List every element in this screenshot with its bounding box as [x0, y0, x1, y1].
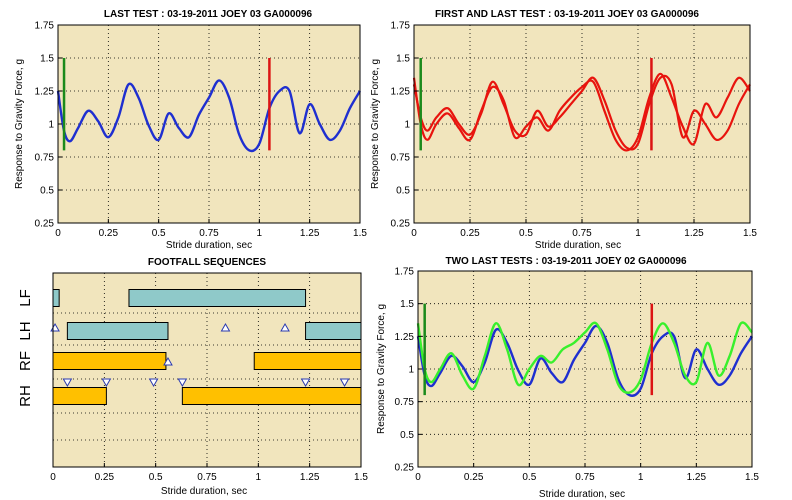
chart-last-test: LAST TEST : 03-19-2011 JOEY 03 GA000096 … — [14, 9, 367, 251]
x-tick-label: 0.75 — [575, 472, 595, 483]
y-tick-label: 1.75 — [391, 21, 411, 32]
chart-title: FOOTFALL SEQUENCES — [148, 257, 266, 268]
x-tick-label: 0.25 — [464, 472, 484, 483]
x-tick-label: 1.5 — [354, 472, 368, 483]
row-label-rf: RF — [17, 351, 34, 371]
x-tick-label: 0.75 — [199, 228, 219, 239]
chart-title: TWO LAST TESTS : 03-19-2011 JOEY 02 GA00… — [445, 256, 686, 267]
y-tick-label: 0.5 — [396, 186, 410, 197]
series-line — [416, 324, 754, 397]
y-tick-label: 1.5 — [40, 54, 54, 65]
x-tick-label: 1.5 — [353, 228, 367, 239]
x-axis-label: Stride duration, sec — [166, 240, 252, 251]
x-axis-label: Stride duration, sec — [161, 486, 247, 497]
down-triangle-marker — [177, 378, 188, 388]
x-tick-label: 0 — [55, 228, 61, 239]
x-tick-label: 0.5 — [522, 472, 536, 483]
series-line — [416, 321, 753, 394]
x-tick-label: 1.25 — [684, 228, 704, 239]
row-label-lh: LH — [17, 321, 34, 340]
series-line — [56, 79, 362, 153]
x-tick-label: 0 — [411, 228, 417, 239]
footfall-bar-lh — [66, 322, 169, 340]
x-tick-label: 0.25 — [99, 228, 119, 239]
y-tick-label: 0.75 — [391, 153, 411, 164]
y-tick-label: 0.25 — [35, 219, 55, 230]
x-tick-label: 0.5 — [519, 228, 533, 239]
chart-footfall-sequences: FOOTFALL SEQUENCES LF LH RF RH 0 0.25 0.5 0.75… — [17, 257, 368, 497]
y-tick-label: 1.75 — [35, 21, 55, 32]
y-tick-label: 1.75 — [395, 267, 415, 278]
x-tick-label: 1.25 — [300, 472, 320, 483]
x-tick-label: 0 — [50, 472, 56, 483]
y-tick-label: 1.5 — [400, 299, 414, 310]
y-tick-label: 1 — [408, 365, 414, 376]
series-line — [412, 72, 751, 152]
x-tick-label: 1.5 — [745, 472, 759, 483]
y-tick-label: 0.75 — [395, 397, 415, 408]
x-axis-label: Stride duration, sec — [535, 240, 621, 251]
x-tick-label: 1 — [256, 472, 262, 483]
x-tick-label: 0 — [415, 472, 421, 483]
x-tick-label: 0.25 — [460, 228, 480, 239]
y-tick-label: 1.25 — [391, 87, 411, 98]
x-tick-label: 0.5 — [152, 228, 166, 239]
x-tick-label: 1 — [638, 472, 644, 483]
footfall-bar-rh — [181, 387, 362, 405]
y-tick-label: 1 — [48, 120, 54, 131]
footfall-bar-lh — [305, 322, 362, 340]
footfall-bar-lf — [128, 289, 307, 307]
y-tick-label: 1 — [404, 120, 410, 131]
x-axis-label: Stride duration, sec — [539, 489, 625, 500]
footfall-bar-rh — [52, 387, 107, 405]
up-triangle-marker — [163, 356, 173, 366]
down-triangle-marker — [148, 378, 159, 388]
y-axis-label: Response to Gravity Force, g — [370, 59, 381, 189]
x-tick-label: 0.75 — [197, 472, 217, 483]
plot-area — [418, 271, 752, 467]
y-tick-label: 0.25 — [395, 463, 415, 474]
x-tick-label: 1.5 — [743, 228, 757, 239]
chart-title: LAST TEST : 03-19-2011 JOEY 03 GA000096 — [104, 9, 313, 20]
x-tick-label: 0.25 — [95, 472, 115, 483]
x-tick-label: 1 — [635, 228, 641, 239]
chart-two-last-tests: TWO LAST TESTS : 03-19-2011 JOEY 02 GA00… — [376, 256, 759, 500]
y-tick-label: 0.75 — [35, 153, 55, 164]
y-axis-label: Response to Gravity Force, g — [14, 59, 25, 189]
chart-title: FIRST AND LAST TEST : 03-19-2011 JOEY 03… — [435, 9, 699, 20]
x-tick-label: 0.5 — [149, 472, 163, 483]
x-tick-label: 0.75 — [572, 228, 592, 239]
y-tick-label: 0.5 — [40, 186, 54, 197]
y-axis-label: Response to Gravity Force, g — [376, 304, 387, 434]
chart-first-and-last-test: FIRST AND LAST TEST : 03-19-2011 JOEY 03… — [370, 9, 757, 251]
x-tick-label: 1.25 — [687, 472, 707, 483]
y-tick-label: 0.25 — [391, 219, 411, 230]
down-triangle-marker — [62, 378, 73, 388]
down-triangle-marker — [101, 378, 112, 388]
footfall-bar-rf — [52, 352, 167, 370]
y-tick-label: 1.25 — [395, 332, 415, 343]
y-tick-label: 0.5 — [400, 430, 414, 441]
up-triangle-marker — [220, 322, 231, 332]
footfall-bar-rf — [253, 352, 362, 370]
row-label-lf: LF — [17, 289, 34, 307]
up-triangle-marker — [280, 322, 290, 332]
series-line — [412, 74, 751, 151]
y-tick-label: 1.5 — [396, 54, 410, 65]
x-tick-label: 1 — [257, 228, 263, 239]
x-tick-label: 1.25 — [300, 228, 320, 239]
y-tick-label: 1.25 — [35, 87, 55, 98]
down-triangle-marker — [300, 378, 311, 388]
down-triangle-marker — [339, 378, 350, 388]
footfall-bar-lf — [52, 289, 60, 307]
row-label-rh: RH — [17, 385, 34, 407]
